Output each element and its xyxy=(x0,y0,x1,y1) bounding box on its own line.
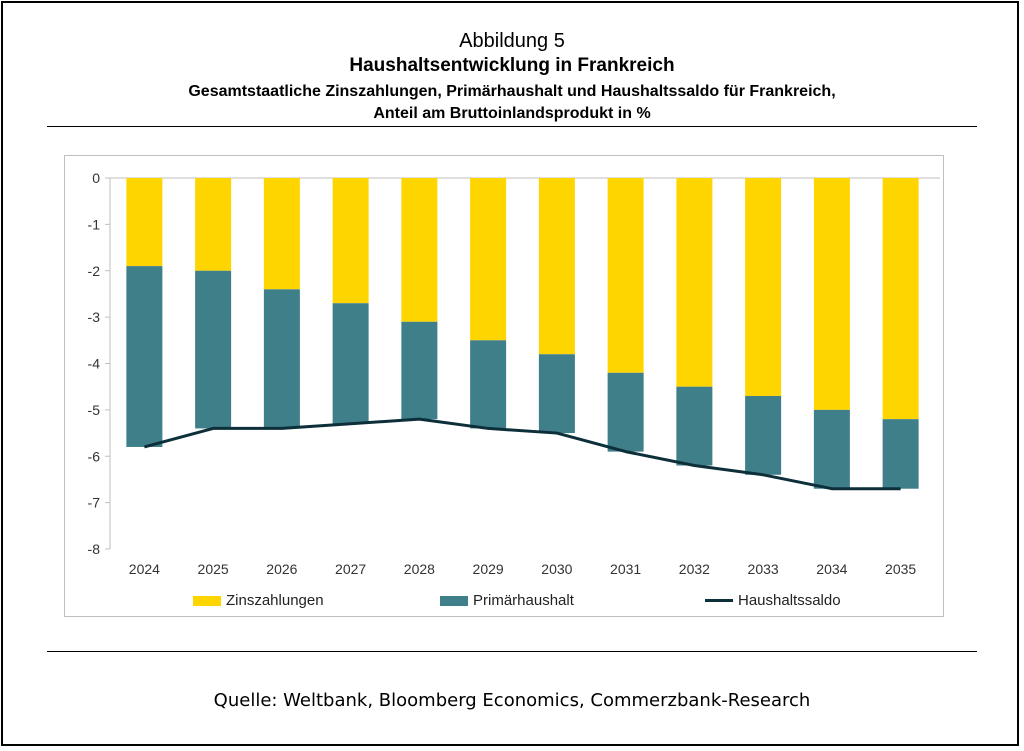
x-tick-label: 2030 xyxy=(541,561,572,577)
bottom-divider xyxy=(47,651,977,652)
y-tick-label: -6 xyxy=(88,448,101,464)
x-tick-label: 2032 xyxy=(679,561,710,577)
x-tick-label: 2025 xyxy=(198,561,229,577)
legend-label-zinszahlungen: Zinszahlungen xyxy=(226,592,324,609)
x-tick-label: 2034 xyxy=(816,561,847,577)
bar-primaerhaushalt-2027 xyxy=(332,303,369,424)
chart-subtitle: Gesamtstaatliche Zinszahlungen, Primärha… xyxy=(0,81,1024,125)
x-tick-label: 2027 xyxy=(335,561,366,577)
legend-label-haushaltssaldo: Haushaltssaldo xyxy=(738,592,841,609)
x-tick-label: 2031 xyxy=(610,561,641,577)
bar-zinszahlungen-2031 xyxy=(607,178,644,373)
bar-zinszahlungen-2026 xyxy=(263,178,300,290)
bar-primaerhaushalt-2024 xyxy=(126,266,163,447)
line-haushaltssaldo xyxy=(143,417,901,491)
bar-zinszahlungen-2033 xyxy=(745,178,782,396)
bar-primaerhaushalt-2034 xyxy=(813,409,850,489)
bar-zinszahlungen-2035 xyxy=(882,178,919,420)
bar-primaerhaushalt-2031 xyxy=(607,372,644,452)
bar-zinszahlungen-2034 xyxy=(813,178,850,410)
bar-primaerhaushalt-2033 xyxy=(745,395,782,475)
y-tick-label: -1 xyxy=(88,216,101,232)
x-tick-label: 2028 xyxy=(404,561,435,577)
bar-zinszahlungen-2024 xyxy=(126,178,163,267)
top-divider xyxy=(47,126,977,127)
bar-zinszahlungen-2032 xyxy=(676,178,713,387)
bar-primaerhaushalt-2029 xyxy=(470,340,507,429)
bar-primaerhaushalt-2032 xyxy=(676,386,713,466)
y-tick-label: -4 xyxy=(88,356,101,372)
y-tick-label: -3 xyxy=(88,309,101,325)
x-tick-label: 2029 xyxy=(473,561,504,577)
chart-subtitle-line-1: Gesamtstaatliche Zinszahlungen, Primärha… xyxy=(188,83,836,100)
chart-area: 0 -1 -2 -3 -4 -5 -6 -7 -8 2024 2025 2026 2027 2028 202… xyxy=(64,155,944,617)
bar-zinszahlungen-2025 xyxy=(195,178,232,271)
legend-swatch-primaerhaushalt xyxy=(440,596,468,606)
x-tick-label: 2033 xyxy=(748,561,779,577)
bar-primaerhaushalt-2026 xyxy=(263,289,300,429)
figure-label: Abbildung 5 xyxy=(459,30,565,52)
bar-primaerhaushalt-2030 xyxy=(538,354,575,434)
y-tick-label: -7 xyxy=(88,495,101,511)
legend-line-haushaltssaldo xyxy=(705,599,733,602)
x-tick-label: 2035 xyxy=(885,561,916,577)
legend-label-primaerhaushalt: Primärhaushalt xyxy=(473,592,574,609)
bar-zinszahlungen-2030 xyxy=(538,178,575,355)
chart-svg: 0 -1 -2 -3 -4 -5 -6 -7 -8 2024 2025 2026 2027 2028 202… xyxy=(88,170,940,577)
chart-subtitle-line-2: Anteil am Bruttoinlandsprodukt in % xyxy=(373,105,651,122)
x-tick-label: 2026 xyxy=(266,561,297,577)
y-tick-label: -5 xyxy=(88,402,101,418)
source-note: Quelle: Weltbank, Bloomberg Economics, C… xyxy=(213,690,811,711)
y-tick-label: -2 xyxy=(88,263,101,279)
chart-title: Haushaltsentwicklung in Frankreich xyxy=(349,55,675,76)
y-tick-label: 0 xyxy=(92,170,100,186)
bar-zinszahlungen-2027 xyxy=(332,178,369,304)
bar-zinszahlungen-2028 xyxy=(401,178,438,322)
bar-primaerhaushalt-2035 xyxy=(882,419,919,489)
x-tick-label: 2024 xyxy=(129,561,160,577)
bar-primaerhaushalt-2025 xyxy=(195,270,232,429)
bar-zinszahlungen-2029 xyxy=(470,178,507,341)
legend-swatch-zinszahlungen xyxy=(193,596,221,606)
bar-primaerhaushalt-2028 xyxy=(401,321,438,420)
y-tick-label: -8 xyxy=(88,541,101,557)
